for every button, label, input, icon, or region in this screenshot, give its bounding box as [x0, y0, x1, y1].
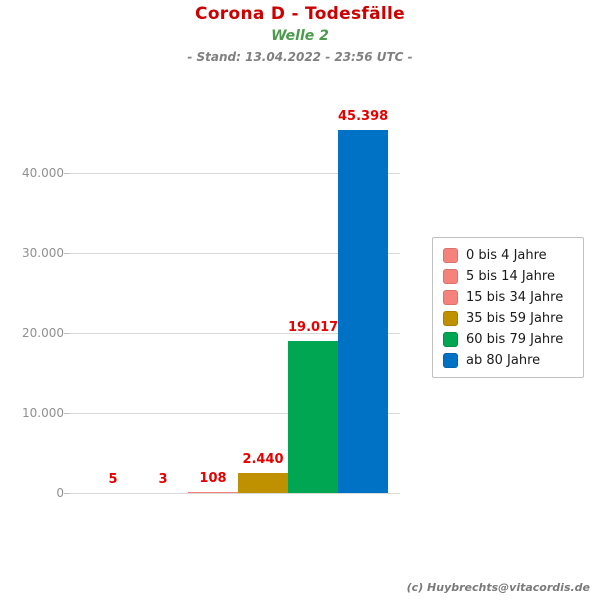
chart-title: Corona D - Todesfälle: [195, 4, 405, 24]
y-axis: 0 10.000 20.000 30.000 40.000: [0, 125, 64, 500]
bar-value-label: 45.398: [338, 108, 389, 124]
legend-label: 60 bis 79 Jahre: [466, 331, 564, 347]
y-tick-mark: [64, 173, 70, 174]
gridline: [70, 333, 400, 334]
bar-value-label: 3: [158, 471, 168, 487]
legend-label: 5 bis 14 Jahre: [466, 268, 555, 284]
legend-label: 0 bis 4 Jahre: [466, 247, 547, 263]
y-tick-label: 20.000: [22, 326, 64, 340]
legend: 0 bis 4 Jahre 5 bis 14 Jahre 15 bis 34 Jah…: [432, 237, 584, 378]
bar-35-bis-59-jahre: [238, 473, 288, 493]
chart-timestamp: - Stand: 13.04.2022 - 23:56 UTC -: [187, 50, 413, 64]
legend-swatch-icon: [443, 268, 458, 284]
legend-label: 35 bis 59 Jahre: [466, 310, 564, 326]
legend-item: 60 bis 79 Jahre: [443, 330, 573, 348]
y-tick-mark: [64, 253, 70, 254]
bar-ab-80-jahre: [338, 129, 388, 493]
chart-header: Corona D - Todesfälle Welle 2 - Stand: 1…: [0, 4, 600, 64]
y-tick-label: 30.000: [22, 246, 64, 260]
legend-swatch-icon: [443, 352, 458, 368]
legend-item: ab 80 Jahre: [443, 351, 573, 369]
copyright-credit: (c) Huybrechts@vitacordis.de: [406, 581, 590, 594]
legend-swatch-icon: [443, 310, 458, 326]
legend-label: 15 bis 34 Jahre: [466, 289, 564, 305]
bar-value-label: 108: [199, 471, 227, 487]
plot-area: 5 3 108 2.440 19.017 45.398: [64, 109, 400, 494]
gridline: [70, 493, 400, 494]
legend-swatch-icon: [443, 289, 458, 305]
gridline: [70, 413, 400, 414]
bar-15-bis-34-jahre: [188, 492, 238, 493]
legend-label: ab 80 Jahre: [466, 352, 541, 368]
legend-item: 15 bis 34 Jahre: [443, 288, 573, 306]
gridline: [70, 173, 400, 174]
legend-item: 5 bis 14 Jahre: [443, 267, 573, 285]
gridline: [70, 253, 400, 254]
bar-60-bis-79-jahre: [288, 340, 338, 493]
bar-value-label: 19.017: [288, 319, 339, 335]
y-tick-mark: [64, 413, 70, 414]
legend-item: 0 bis 4 Jahre: [443, 246, 573, 264]
legend-swatch-icon: [443, 247, 458, 263]
y-tick-mark: [64, 493, 70, 494]
y-tick-label: 10.000: [22, 406, 64, 420]
chart-subtitle: Welle 2: [271, 28, 329, 44]
y-tick-mark: [64, 333, 70, 334]
bar-value-label: 5: [108, 471, 118, 487]
legend-item: 35 bis 59 Jahre: [443, 309, 573, 327]
bars-container: 5 3 108 2.440 19.017 45.398: [88, 109, 388, 493]
y-tick-label: 0: [56, 486, 64, 500]
bar-value-label: 2.440: [242, 452, 284, 468]
y-tick-label: 40.000: [22, 166, 64, 180]
legend-swatch-icon: [443, 331, 458, 347]
